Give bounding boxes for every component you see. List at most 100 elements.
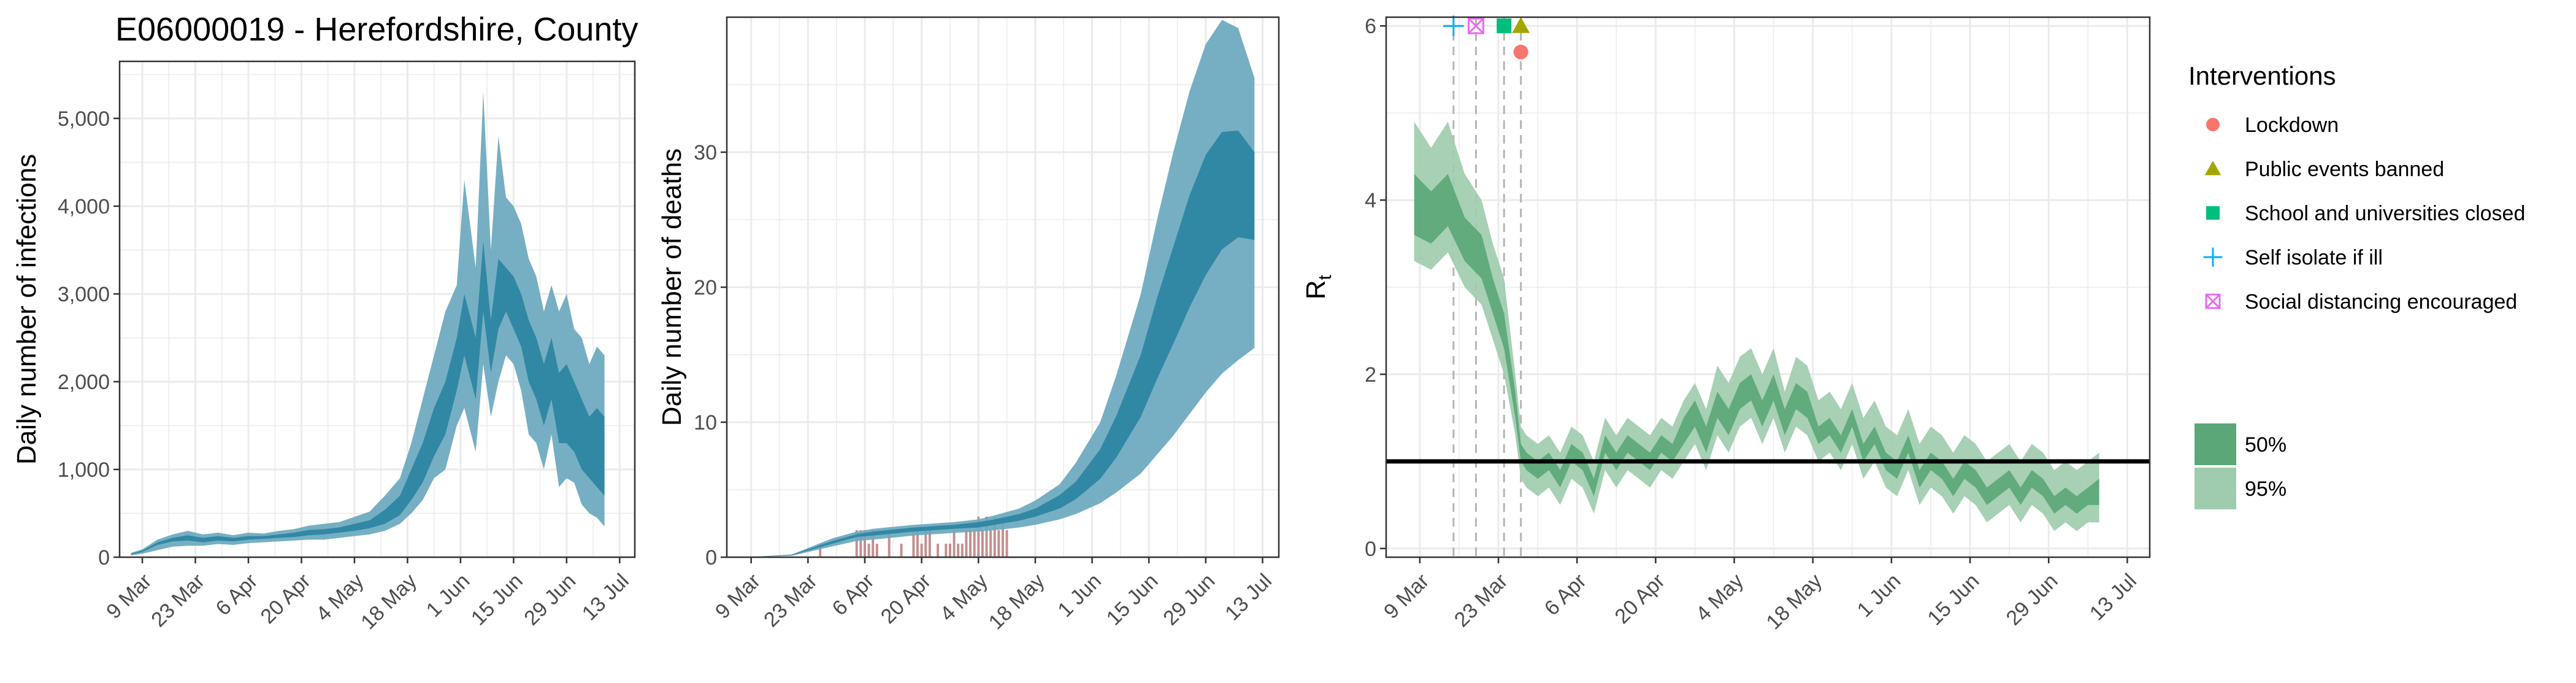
observed-death-bar (916, 530, 919, 557)
x-tick-label: 9 Mar (711, 569, 765, 623)
x-tick-label: 4 May (1692, 569, 1748, 626)
observed-death-bar (855, 530, 858, 557)
x-tick-label: 29 Jun (1159, 569, 1219, 630)
y-tick-label: 2 (1365, 363, 1376, 387)
intervention-marker (1497, 18, 1512, 34)
observed-death-bar (819, 544, 822, 557)
panel-border (118, 60, 636, 558)
legend-item-label: Lockdown (2245, 114, 2339, 137)
y-tick-label: 2,000 (58, 371, 110, 394)
x-tick-label: 18 May (984, 569, 1049, 635)
y-tick-label: 1,000 (58, 458, 110, 482)
y-axis-label-subscript: t (1315, 274, 1335, 280)
legend-key-plus (2203, 247, 2223, 267)
ci-band-50 (131, 241, 605, 555)
y-tick-label: 10 (694, 411, 717, 434)
observed-death-bar (937, 544, 940, 557)
x-tick-label: 1 Jun (1053, 569, 1106, 622)
x-tick-label: 23 Mar (759, 569, 822, 632)
x-tick-label: 6 Apr (211, 569, 262, 620)
observed-death-bar (920, 544, 923, 557)
x-tick-label: 29 Jun (519, 569, 580, 630)
legend-ci-label: 50% (2245, 433, 2287, 457)
x-tick-label: 15 Jun (467, 569, 527, 630)
ci-band-50 (747, 130, 1255, 557)
legend-key-square (2206, 206, 2220, 220)
ci-band-95 (131, 92, 605, 556)
x-tick-label: 29 Jun (2002, 569, 2063, 630)
observed-death-bar (867, 544, 870, 557)
legend-key-triangle (2204, 160, 2221, 176)
observed-death-bar (1005, 530, 1008, 557)
observed-death-bar (969, 530, 972, 557)
intervention-marker (1467, 17, 1484, 34)
y-tick-label: 20 (694, 276, 717, 299)
observed-death-bar (973, 530, 976, 557)
legend-key-square-x-x2 (2205, 293, 2221, 309)
x-tick-label: 1 Jun (1853, 569, 1906, 622)
legend-item-label: Self isolate if ill (2245, 246, 2383, 269)
figure-title: E06000019 - Herefordshire, County (115, 11, 638, 48)
x-tick-label: 13 Jul (578, 569, 634, 625)
y-tick-label: 5,000 (58, 107, 110, 131)
observed-death-bar (948, 544, 951, 557)
legend-title: Interventions (2188, 61, 2336, 90)
observed-death-bar (864, 530, 866, 557)
y-tick-label: 6 (1365, 15, 1376, 38)
ci-band-50 (1414, 174, 2099, 514)
intervention-marker (1513, 44, 1528, 60)
plot-area (747, 20, 1255, 557)
plot-area (1386, 17, 2150, 557)
observed-death-bar (957, 544, 960, 557)
rt-panel: 0 2 4 6 9 Mar 23 Mar 6 Apr 20 Apr 4 May 18 May 1 J… (1301, 15, 2151, 634)
ci-band-95 (1414, 122, 2099, 531)
x-tick-label: 13 Jul (2085, 569, 2141, 625)
observed-death-bar (965, 530, 968, 557)
x-tick-label: 20 Apr (256, 569, 315, 628)
x-tick-label: 18 May (356, 569, 421, 635)
legend-key-circle (2206, 118, 2220, 131)
x-tick-label: 9 Mar (1379, 569, 1433, 623)
observed-death-bar (985, 517, 988, 557)
y-axis-label: Daily number of deaths (657, 149, 687, 426)
x-tick-label: 6 Apr (1540, 569, 1591, 620)
observed-death-bar (977, 517, 980, 557)
x-tick-label: 20 Apr (1611, 569, 1669, 628)
legend-ci-swatch (2195, 468, 2236, 509)
legend: Interventions Lockdown Public events banne… (2188, 61, 2525, 509)
y-tick-label: 0 (1365, 538, 1376, 561)
observed-death-bar (875, 544, 878, 557)
plot-area (131, 92, 605, 556)
y-tick-label: 3,000 (58, 283, 110, 306)
observed-death-bar (953, 530, 956, 557)
observed-death-bar (993, 517, 996, 557)
x-tick-label: 23 Mar (1450, 569, 1512, 632)
x-tick-label: 15 Jun (1923, 569, 1984, 630)
observed-death-bar (1002, 517, 1004, 557)
observed-death-bar (872, 530, 875, 557)
y-axis-label: Rt (1301, 274, 1335, 299)
y-axis-label: Daily number of infections (12, 154, 42, 465)
observed-death-bar (981, 530, 984, 557)
y-tick-label: 0 (705, 546, 717, 569)
observed-death-bar (900, 544, 903, 557)
observed-death-bar (989, 530, 992, 557)
panel-border (1385, 16, 2151, 558)
observed-death-bar (945, 544, 948, 557)
legend-item-label: Public events banned (2245, 158, 2444, 181)
y-tick-label: 4 (1365, 189, 1376, 212)
observed-death-bar (887, 530, 891, 557)
y-tick-label: 4,000 (58, 195, 110, 218)
x-tick-label: 15 Jun (1102, 569, 1163, 630)
observed-death-bar (960, 544, 964, 557)
x-tick-label: 6 Apr (827, 569, 878, 620)
intervention-marker (1443, 15, 1464, 36)
x-tick-label: 13 Jul (1221, 569, 1276, 625)
observed-death-bar (997, 530, 1000, 557)
legend-item-label: School and universities closed (2245, 202, 2525, 225)
observed-death-bar (928, 530, 931, 557)
x-tick-label: 20 Apr (876, 569, 935, 628)
intervention-marker-x2 (1468, 18, 1484, 34)
